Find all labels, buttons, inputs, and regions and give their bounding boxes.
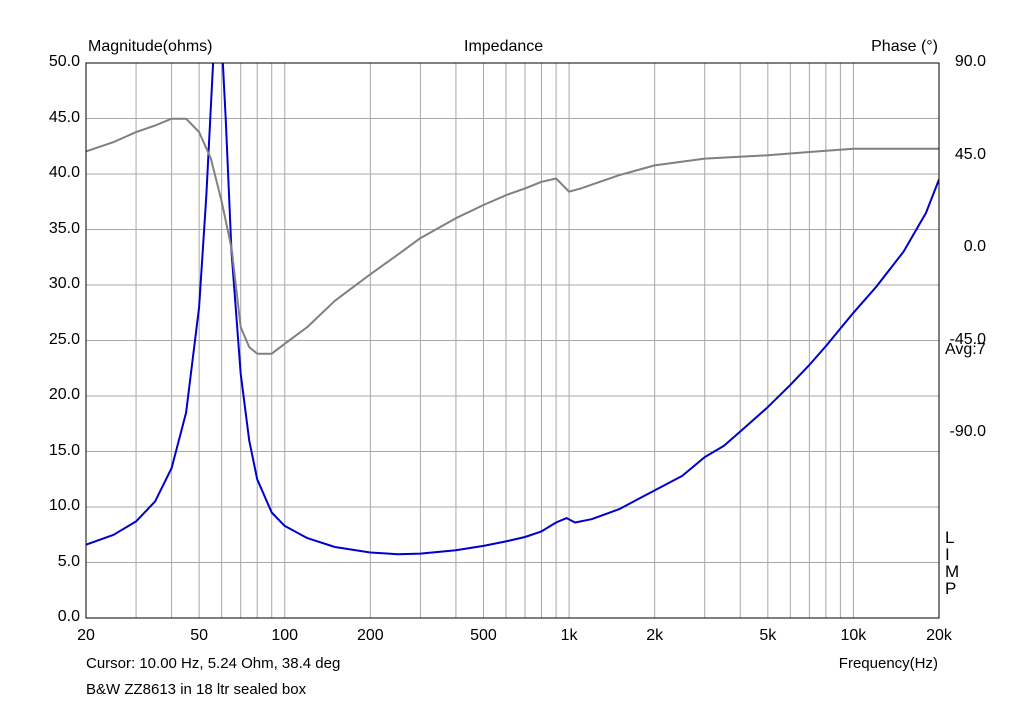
y-tick-label: 40.0 [48,164,80,181]
x-tick-label: 50 [190,627,209,644]
y-tick-label: 0.0 [57,608,80,625]
y-tick-label: 20.0 [48,386,80,403]
y2-tick-label: -45.0 [949,330,986,348]
side-letter: L [945,528,955,547]
y-tick-label: 50.0 [48,53,80,70]
chart-caption: B&W ZZ8613 in 18 ltr sealed box [86,681,307,698]
x-tick-label: 20 [77,627,95,644]
side-letter: M [945,562,960,581]
curves [86,63,939,556]
grid-lines [86,63,939,618]
magnitude-curve [86,63,939,556]
right-axis-label: Phase (°) [871,38,938,55]
x-tick-label: 100 [271,627,299,644]
y2-tick-label: 45.0 [954,145,986,163]
plot-frame [85,62,940,619]
y-tick-label: 45.0 [48,108,80,126]
y-tick-label: 10.0 [48,497,80,514]
x-tick-label: 1k [560,627,578,644]
y-tick-label: 15.0 [48,441,80,459]
x-tick-label: 200 [356,627,384,644]
y-tick-label: 35.0 [48,219,80,237]
x-tick-label: 20k [926,627,952,644]
cursor-readout: Cursor: 10.00 Hz, 5.24 Ohm, 38.4 deg [86,655,341,672]
chart-title: Impedance [464,38,544,55]
x-tick-label: 10k [840,627,867,644]
side-letter: P [945,579,957,598]
side-letter: I [945,545,950,564]
x-tick-label: 500 [470,627,497,644]
left-axis-label: Magnitude(ohms) [88,38,213,55]
y-tick-label: 5.0 [57,552,80,570]
phase-curve [86,117,939,355]
y-tick-label: 25.0 [48,330,80,348]
x-tick-label: 2k [646,627,664,644]
x-axis-label: Frequency(Hz) [838,655,938,672]
y2-tick-label: 0.0 [963,238,986,255]
y2-tick-label: 90.0 [954,53,986,70]
y-tick-label: 30.0 [48,275,80,292]
avg-label: Avg:7 [945,341,986,358]
x-tick-label: 5k [759,627,777,644]
y2-tick-label: -90.0 [949,423,986,440]
